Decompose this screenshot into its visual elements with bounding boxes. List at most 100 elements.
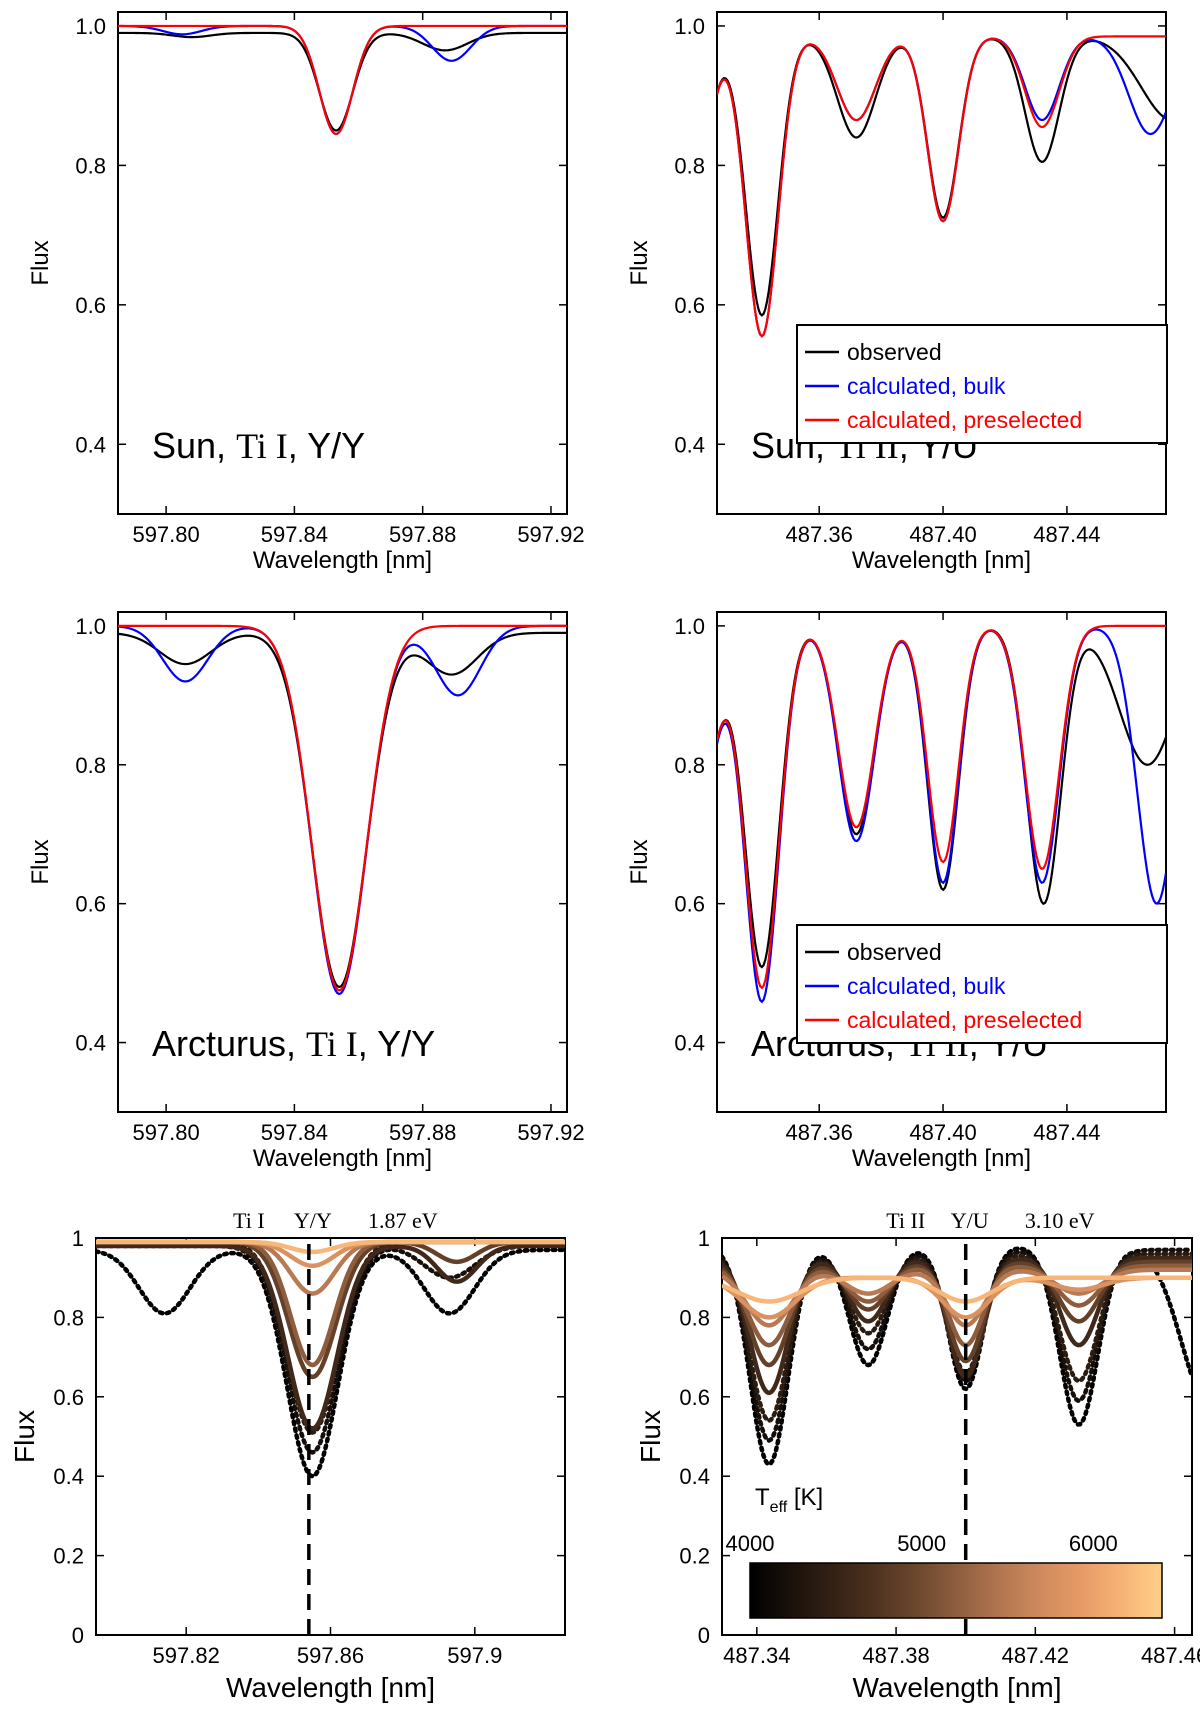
y-tick-label: 0.6 [53, 1385, 84, 1410]
y-axis-label: Flux [626, 839, 653, 884]
series-calculated-bulk [118, 24, 567, 136]
series-observed [118, 631, 567, 989]
x-axis-label: Wavelength [nm] [852, 1145, 1031, 1172]
y-axis-label: Flux [626, 240, 653, 285]
series-observed [717, 629, 1166, 969]
y-tick-label: 0.6 [674, 892, 705, 917]
y-tick-label: 0.8 [75, 153, 106, 178]
x-tick-label: 597.86 [297, 1643, 364, 1668]
y-tick-label: 0.8 [679, 1305, 710, 1330]
y-axis-label: Flux [27, 839, 54, 884]
axes-frame [95, 1237, 566, 1636]
colorbar: 4000 5000 6000 Teff [K] [726, 1484, 1163, 1619]
annotation-energy: 3.10 eV [1025, 1208, 1095, 1233]
legend-observed-label: observed [847, 339, 942, 365]
y-tick-label: 0.6 [674, 293, 705, 318]
annotation-lab: Y/Y [294, 1208, 332, 1233]
panel-title: Sun, Ti I, Y/Y [152, 425, 365, 466]
series-calculated-preselected [717, 35, 1166, 338]
y-tick-label: 1.0 [674, 614, 705, 639]
x-tick-label: 487.40 [909, 1120, 976, 1145]
y-axis-label: Flux [635, 1410, 666, 1463]
x-axis-label: Wavelength [nm] [253, 547, 432, 574]
plot-area [722, 1246, 1192, 1467]
series-teff-5800 [722, 1275, 1192, 1320]
x-axis-label: Wavelength [nm] [226, 1672, 435, 1703]
y-tick-label: 0.8 [674, 153, 705, 178]
legend-box [796, 324, 1168, 444]
series-observed [118, 31, 567, 132]
chart-teff-ti1: 0 0.2 0.4 0.6 0.8 1 597.82 597.86 597.9 Wavelengt… [9, 1208, 566, 1703]
y-tick-label: 0.4 [679, 1464, 710, 1489]
x-tick-label: 597.88 [389, 522, 456, 547]
x-tick-label: 597.9 [447, 1643, 502, 1668]
series-observed [717, 38, 1166, 317]
y-tick-label: 0.8 [53, 1305, 84, 1330]
plot-area [717, 35, 1166, 338]
x-tick-label: 487.44 [1033, 1120, 1100, 1145]
y-tick-label: 0.6 [679, 1385, 710, 1410]
y-tick-label: 1 [72, 1226, 84, 1251]
y-tick-label: 0.2 [53, 1544, 84, 1569]
axes-frame [721, 1237, 1193, 1636]
colorbar-label: Teff [K] [755, 1484, 823, 1516]
x-tick-label: 597.92 [517, 522, 584, 547]
y-axis-label: Flux [27, 240, 54, 285]
chart-arcturus-ti2: 0.4 0.6 0.8 1.0 487.36 487.40 487.44Wavelength… [626, 611, 1168, 1172]
x-tick-label: 597.84 [261, 1120, 328, 1145]
colorbar-tick-label: 4000 [726, 1531, 775, 1556]
chart-sun-ti2: 0.4 0.6 0.8 1.0 487.36 487.40 487.44Wavelength… [626, 11, 1168, 574]
x-tick-label: 597.84 [261, 522, 328, 547]
plot-area [118, 624, 567, 996]
x-axis-label: Wavelength [nm] [852, 547, 1031, 574]
legend-box [796, 924, 1168, 1044]
y-tick-label: 1.0 [75, 14, 106, 39]
chart-arcturus-ti1: 0.4 0.6 0.8 1.0 597.80 597.84 597.88 597.92 Wave… [27, 611, 585, 1172]
x-tick-label: 597.88 [389, 1120, 456, 1145]
y-tick-label: 0 [698, 1623, 710, 1648]
x-tick-label: 487.42 [1002, 1643, 1069, 1668]
annotation-ion: Ti II [886, 1208, 925, 1233]
legend-observed-label: observed [847, 939, 942, 965]
y-tick-label: 0.4 [75, 1031, 106, 1056]
colorbar-gradient [749, 1562, 1163, 1619]
series-teff-4000 [96, 1247, 565, 1479]
legend-bulk-label: calculated, bulk [847, 973, 1006, 999]
colorbar-tick-label: 5000 [897, 1531, 946, 1556]
plot-area [96, 1239, 565, 1479]
y-tick-label: 0.8 [674, 753, 705, 778]
axes-frame [117, 11, 568, 515]
y-tick-label: 0.4 [674, 1031, 705, 1056]
plot-area [118, 24, 567, 136]
x-tick-label: 487.36 [786, 1120, 853, 1145]
plot-area [717, 624, 1166, 1004]
x-axis-label: Wavelength [nm] [253, 1145, 432, 1172]
chart-teff-ti2: 0 0.2 0.4 0.6 0.8 1 487.34 487.38 487.42 487.46 Wa… [635, 1208, 1200, 1703]
series-calculated-preselected [118, 24, 567, 136]
y-tick-label: 0.6 [75, 293, 106, 318]
axes-frame [117, 611, 568, 1113]
y-tick-label: 0.4 [75, 432, 106, 457]
y-tick-label: 1 [698, 1226, 710, 1251]
x-axis-label: Wavelength [nm] [852, 1672, 1061, 1703]
legend: observed calculated, bulk calculated, pres… [796, 324, 1168, 444]
series-teff-6200 [96, 1239, 565, 1255]
x-tick-label: 487.46 [1141, 1643, 1200, 1668]
legend-preselected-label: calculated, preselected [847, 407, 1082, 433]
x-tick-label: 487.36 [786, 522, 853, 547]
panel-title-ion: Ti I [306, 1024, 358, 1064]
axes-frame [716, 611, 1167, 1113]
x-tick-label: 597.80 [132, 1120, 199, 1145]
y-tick-label: 0.4 [674, 432, 705, 457]
y-tick-label: 0.4 [53, 1464, 84, 1489]
series-teff-4600 [96, 1243, 565, 1431]
series-calculated-bulk [717, 37, 1166, 338]
annotation-ion: Ti I [233, 1208, 265, 1233]
y-tick-label: 0.2 [679, 1544, 710, 1569]
x-tick-label: 487.34 [723, 1643, 790, 1668]
axes-frame [716, 11, 1167, 515]
panel-title: Arcturus, Ti I, Y/Y [152, 1023, 435, 1064]
x-tick-label: 597.92 [517, 1120, 584, 1145]
y-tick-label: 1.0 [75, 614, 106, 639]
